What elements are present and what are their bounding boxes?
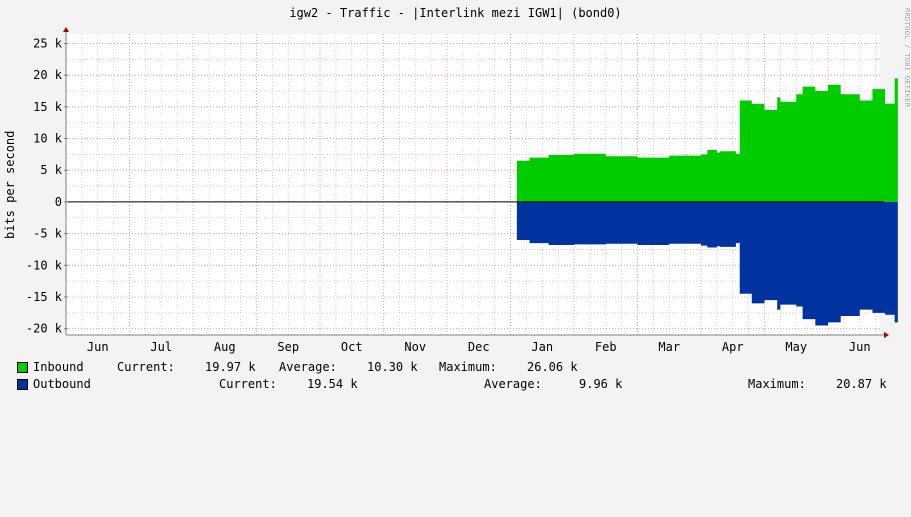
inbound-current-value: 19.97 k [205, 360, 256, 374]
inbound-average-label: Average: [279, 360, 337, 374]
x-tick-label: Mar [658, 340, 680, 354]
outbound-current-value: 19.54 k [307, 377, 358, 391]
outbound-maximum-label: Maximum: [748, 377, 806, 391]
x-tick-label: Dec [468, 340, 490, 354]
x-tick-label: Oct [341, 340, 363, 354]
inbound-maximum-label: Maximum: [439, 360, 497, 374]
inbound-average-value: 10.30 k [367, 360, 418, 374]
x-tick-label: Feb [595, 340, 617, 354]
inbound-current-label: Current: [117, 360, 175, 374]
series-area-inbound [516, 75, 898, 202]
y-tick-label: -15 k [26, 290, 63, 304]
inbound-swatch [17, 362, 28, 373]
outbound-average-label: Average: [484, 377, 542, 391]
y-tick-label: 15 k [33, 100, 63, 114]
graph-title: igw2 - Traffic - |Interlink mezi IGW1| (… [289, 6, 622, 20]
y-tick-label: 25 k [33, 37, 63, 51]
traffic-chart: 25 k 20 k 15 k 10 k 5 k 0 -5 k -10 k -15 k -20 k J… [26, 27, 898, 354]
y-tick-label: 0 [55, 195, 62, 209]
y-axis-arrow [63, 27, 69, 32]
outbound-maximum-value: 20.87 k [836, 377, 887, 391]
x-tick-label: Sep [277, 340, 299, 354]
inbound-maximum-value: 26.06 k [527, 360, 578, 374]
y-tick-label: 10 k [33, 132, 63, 146]
x-tick-label: May [785, 340, 807, 354]
outbound-current-label: Current: [219, 377, 277, 391]
x-tick-label: Aug [214, 340, 236, 354]
legend-inbound: Inbound Current: 19.97 k Average: 10.30 … [17, 360, 578, 374]
outbound-average-value: 9.96 k [579, 377, 623, 391]
watermark: RRDTOOL / TOBI OETIKER [903, 8, 911, 108]
x-tick-label: Nov [404, 340, 426, 354]
x-axis-arrow [884, 332, 889, 338]
y-tick-label: 5 k [40, 163, 62, 177]
y-tick-label: 20 k [33, 68, 63, 82]
outbound-name: Outbound [33, 377, 91, 391]
x-tick-label: Jun [87, 340, 109, 354]
outbound-swatch [17, 379, 28, 390]
graph-frame: igw2 - Traffic - |Interlink mezi IGW1| (… [3, 6, 911, 391]
x-tick-label: Jun [849, 340, 871, 354]
y-tick-label: -20 k [26, 322, 63, 336]
y-tick-label: -10 k [26, 258, 63, 272]
x-tick-label: Jan [531, 340, 553, 354]
y-tick-label: -5 k [33, 227, 63, 241]
x-tick-label: Apr [722, 340, 744, 354]
x-tick-label: Jul [150, 340, 172, 354]
legend-outbound: Outbound Current: 19.54 k Average: 9.96 … [17, 377, 887, 391]
inbound-name: Inbound [33, 360, 84, 374]
series-area-outbound [516, 201, 898, 326]
